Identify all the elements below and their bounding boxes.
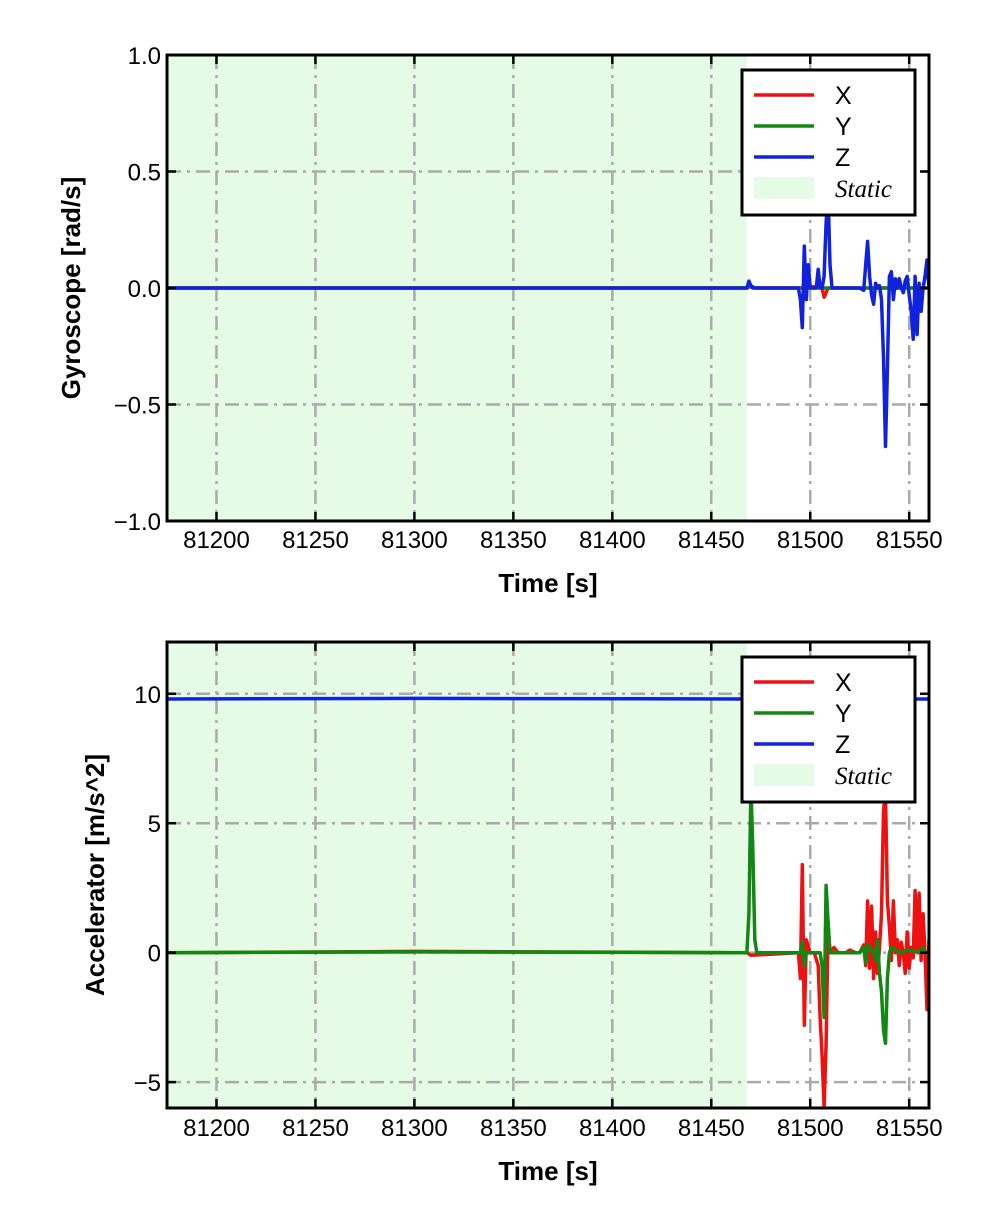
- x-tick-label: 81300: [381, 527, 448, 554]
- x-tick-label: 81350: [480, 527, 547, 554]
- x-axis-title: Time [s]: [498, 568, 597, 598]
- legend-label-static: Static: [835, 763, 892, 790]
- static-region: [167, 642, 747, 1108]
- chart-1: 81200 81250 81300 81350 81400 81450 81500 81550…: [56, 43, 943, 598]
- legend-swatch-static: [754, 177, 814, 199]
- x-tick-label: 81500: [777, 1115, 844, 1142]
- y-tick-label: 5: [148, 811, 161, 838]
- legend-label-z: Z: [835, 731, 850, 759]
- x-tick-label: 81500: [777, 527, 844, 554]
- y-tick-label: 0: [148, 941, 161, 968]
- legend: XYZ Static: [740, 655, 917, 804]
- y-tick-label: −5: [134, 1070, 161, 1097]
- x-tick-label: 81450: [678, 527, 745, 554]
- x-tick-label: 81200: [183, 527, 250, 554]
- y-tick-label: −1.0: [114, 509, 161, 536]
- y-tick-label: 1.0: [128, 43, 161, 70]
- y-tick-label: 0.5: [128, 160, 161, 187]
- x-tick-label: 81400: [579, 1115, 646, 1142]
- x-tick-label: 81250: [282, 527, 349, 554]
- legend: XYZ Static: [740, 68, 917, 217]
- y-tick-label: 0.0: [128, 276, 161, 303]
- x-tick-label: 81400: [579, 527, 646, 554]
- x-tick-label: 81300: [381, 1115, 448, 1142]
- y-tick-label: −0.5: [114, 393, 161, 420]
- series-line-y: [167, 782, 929, 1046]
- x-tick-label: 81550: [876, 527, 943, 554]
- x-axis-title: Time [s]: [498, 1156, 597, 1186]
- x-tick-label: 81350: [480, 1115, 547, 1142]
- chart-2: 81200 81250 81300 81350 81400 81450 81500 81550…: [80, 640, 943, 1186]
- legend-swatch-static: [754, 764, 814, 786]
- legend-label-z: Z: [835, 144, 850, 172]
- y-axis-title: Gyroscope [rad/s]: [56, 177, 86, 400]
- x-tick-label: 81200: [183, 1115, 250, 1142]
- series-line-z: [167, 193, 929, 449]
- y-tick-label: 10: [134, 682, 161, 709]
- legend-label-static: Static: [835, 176, 892, 203]
- legend-label-y: Y: [835, 113, 852, 141]
- y-axis-title: Accelerator [m/s^2]: [80, 754, 110, 996]
- x-tick-label: 81250: [282, 1115, 349, 1142]
- legend-label-y: Y: [835, 700, 852, 728]
- plot-frame: [165, 640, 931, 1110]
- legend-label-x: X: [835, 669, 852, 697]
- x-tick-label: 81550: [876, 1115, 943, 1142]
- x-tick-label: 81450: [678, 1115, 745, 1142]
- legend-label-x: X: [835, 82, 852, 110]
